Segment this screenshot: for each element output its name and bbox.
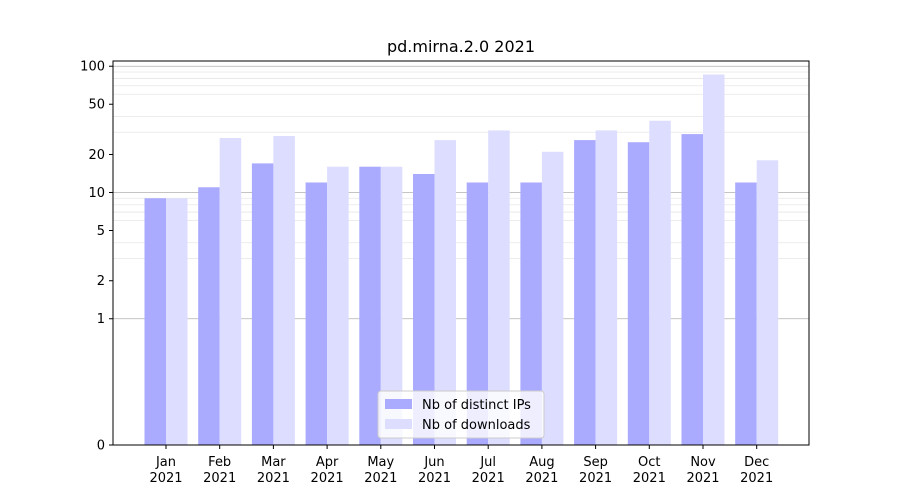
bar-downloads — [434, 140, 456, 445]
x-tick-label-month: Sep — [583, 455, 608, 470]
bar-downloads — [166, 198, 188, 445]
y-axis: 0 1 2 5 10 20 50 100 — [80, 60, 113, 454]
bar-downloads — [756, 160, 779, 446]
y-tick-label: 100 — [80, 60, 105, 75]
bar-distinct-ips — [466, 182, 489, 445]
x-tick-label-month: Dec — [744, 455, 769, 470]
legend-swatch — [385, 399, 412, 409]
x-tick-label-year: 2021 — [149, 471, 182, 486]
legend-label: Nb of distinct IPs — [422, 398, 531, 413]
bar-distinct-ips — [359, 166, 381, 445]
x-tick-label-month: May — [367, 455, 394, 470]
bar-downloads — [327, 166, 349, 445]
x-tick-label-year: 2021 — [579, 471, 612, 486]
x-tick-label-year: 2021 — [311, 471, 344, 486]
x-tick-label-year: 2021 — [418, 471, 451, 486]
bar-downloads — [219, 138, 242, 445]
x-tick-label-month: Jan — [155, 455, 176, 470]
x-tick-label-month: Feb — [208, 455, 231, 470]
y-tick-label: 20 — [88, 148, 105, 163]
bar-distinct-ips — [574, 140, 596, 445]
bar-downloads — [595, 130, 618, 445]
bars — [144, 74, 779, 446]
bar-distinct-ips — [681, 134, 703, 446]
x-tick-label-year: 2021 — [472, 471, 505, 486]
legend: Nb of distinct IPs Nb of downloads — [377, 390, 545, 439]
bar-distinct-ips — [198, 187, 220, 446]
legend-swatch — [385, 419, 412, 429]
bar-downloads — [703, 74, 725, 445]
x-tick-label-month: Nov — [690, 455, 716, 470]
bar-downloads — [541, 151, 564, 445]
x-tick-label-month: Aug — [529, 455, 554, 470]
bar-distinct-ips — [627, 142, 650, 445]
x-tick-label-year: 2021 — [525, 471, 558, 486]
y-tick-label: 5 — [97, 224, 105, 239]
x-tick-label-year: 2021 — [740, 471, 773, 486]
bar-downloads — [649, 120, 671, 446]
x-axis: Jan2021Feb2021Mar2021Apr2021May2021Jun20… — [149, 445, 773, 486]
y-tick-label: 1 — [97, 312, 105, 327]
legend-label: Nb of downloads — [422, 418, 531, 433]
bar-downloads — [380, 166, 403, 445]
x-tick-label-month: Jun — [423, 455, 444, 470]
bar-distinct-ips — [413, 174, 435, 445]
x-tick-label-year: 2021 — [633, 471, 666, 486]
bar-downloads — [488, 130, 510, 445]
x-tick-label-month: Jul — [479, 455, 496, 470]
x-tick-label-month: Oct — [638, 455, 660, 470]
x-tick-label-year: 2021 — [686, 471, 719, 486]
bar-distinct-ips — [305, 182, 328, 445]
x-tick-label-year: 2021 — [257, 471, 290, 486]
bar-distinct-ips — [735, 182, 757, 445]
bar-downloads — [273, 136, 295, 445]
bar-distinct-ips — [251, 163, 274, 445]
bar-distinct-ips — [144, 198, 166, 445]
plot-frame — [112, 60, 810, 446]
y-tick-label: 2 — [97, 274, 105, 289]
x-tick-label-month: Apr — [316, 455, 339, 470]
y-tick-label: 50 — [88, 98, 105, 113]
y-tick-label: 10 — [88, 186, 105, 201]
bar-distinct-ips — [520, 182, 542, 445]
chart-title: pd.mirna.2.0 2021 — [387, 37, 535, 56]
y-tick-label: 0 — [97, 439, 105, 454]
x-tick-label-year: 2021 — [203, 471, 236, 486]
legend-box — [377, 390, 545, 439]
x-tick-label-month: Mar — [261, 455, 286, 470]
x-tick-label-year: 2021 — [364, 471, 397, 486]
